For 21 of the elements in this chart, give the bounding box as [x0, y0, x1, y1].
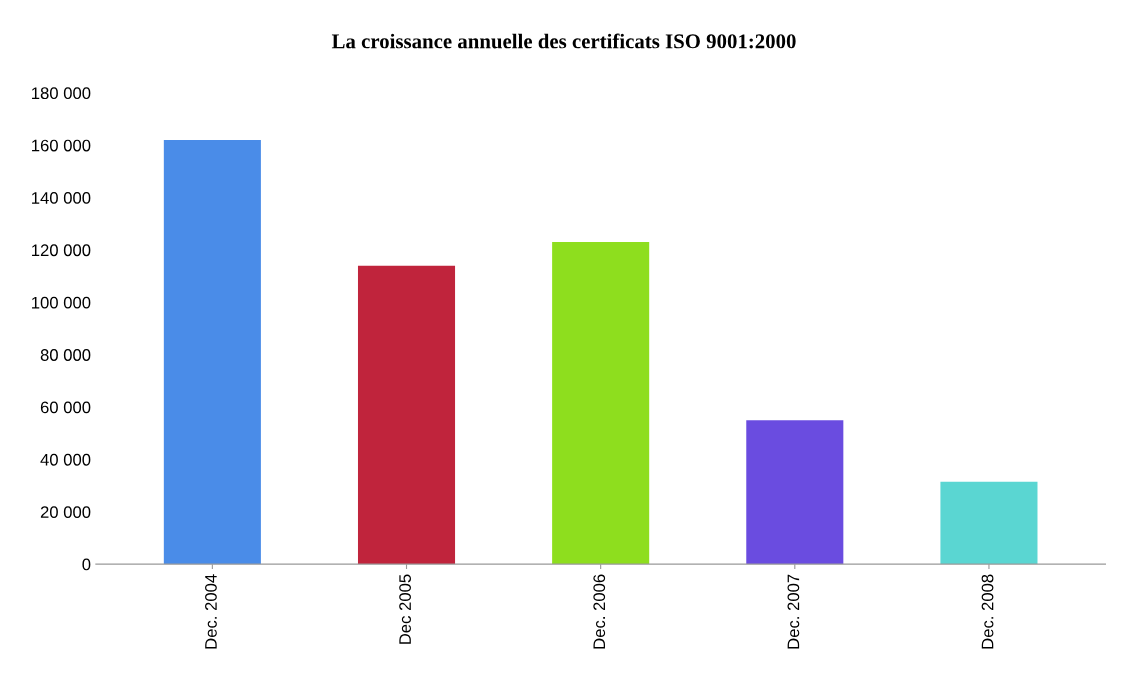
y-tick-label: 80 000 — [40, 349, 91, 361]
x-tick-label: Dec. 2007 — [787, 574, 800, 649]
y-tick-label: 60 000 — [40, 401, 91, 414]
y-tick-label: 20 000 — [40, 506, 91, 518]
bar — [552, 242, 650, 565]
y-tick-label: 180 000 — [32, 87, 91, 100]
chart-title: La croissance annuelle des certificats ISO 9001:2000 — [331, 33, 796, 49]
y-tick-label: 160 000 — [32, 139, 91, 152]
y-tick-label: 120 000 — [32, 244, 91, 257]
bar — [163, 140, 261, 565]
bar — [357, 265, 456, 565]
x-tick-label: Dec. 2006 — [593, 574, 606, 649]
y-tick-label: 0 — [82, 558, 91, 571]
bar — [940, 481, 1038, 565]
y-tick-label: 140 000 — [32, 192, 91, 204]
y-tick-label: 40 000 — [40, 453, 91, 466]
x-tick-label: Dec 2005 — [399, 574, 411, 644]
x-tick-label: Dec. 2004 — [205, 574, 217, 649]
x-tick-label: Dec. 2008 — [981, 574, 994, 649]
bar — [746, 420, 844, 565]
y-tick-label: 100 000 — [32, 296, 91, 309]
